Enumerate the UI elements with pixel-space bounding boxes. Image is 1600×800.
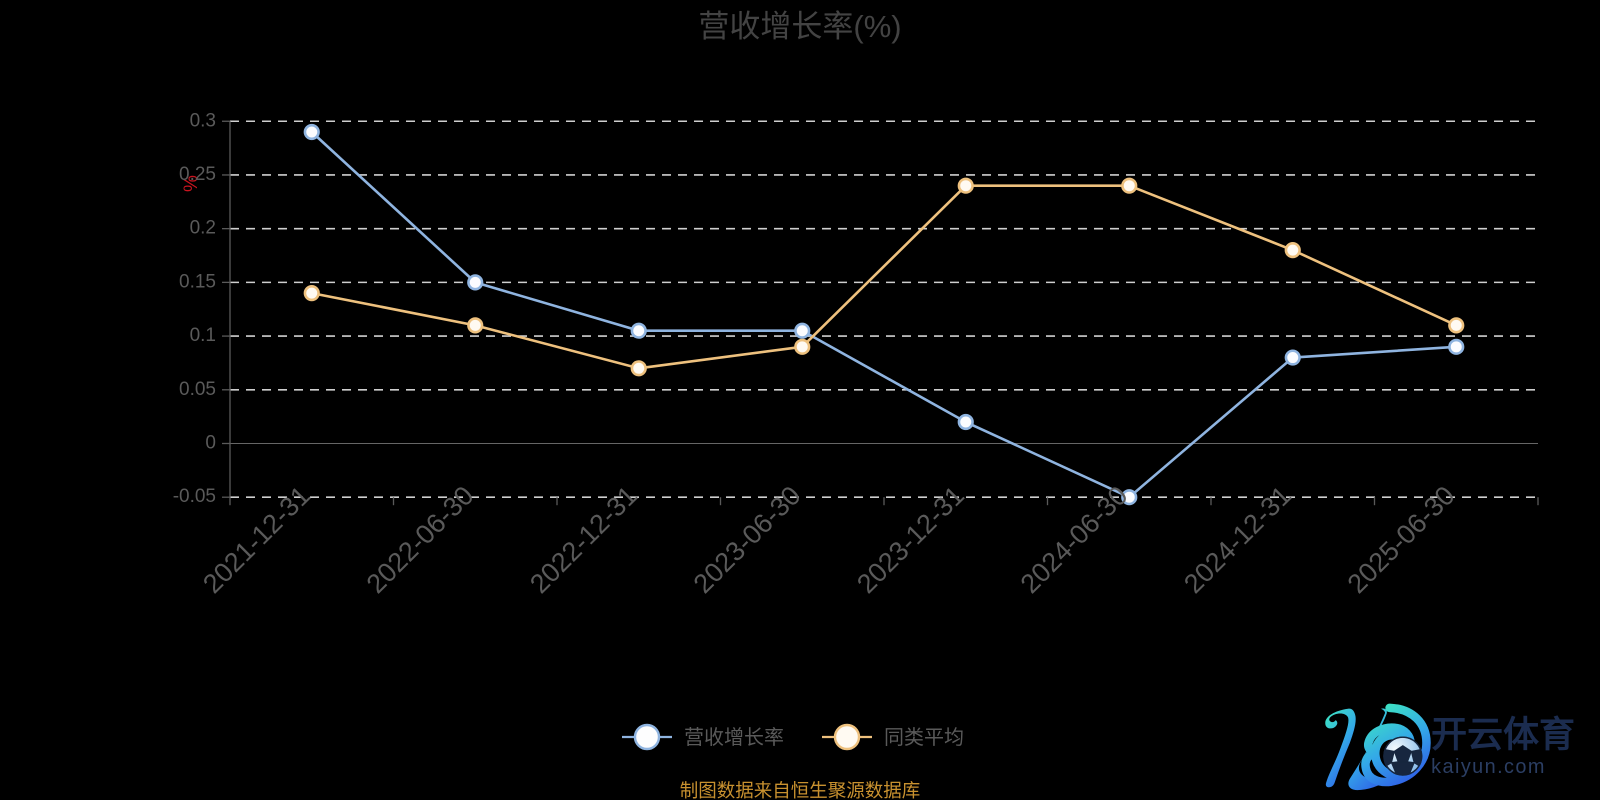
svg-text:营收增长率: 营收增长率 bbox=[684, 726, 784, 749]
svg-text:kaiyun.com: kaiyun.com bbox=[1431, 756, 1546, 778]
svg-text:同类平均: 同类平均 bbox=[884, 726, 964, 749]
svg-text:开云体育: 开云体育 bbox=[1431, 714, 1575, 755]
